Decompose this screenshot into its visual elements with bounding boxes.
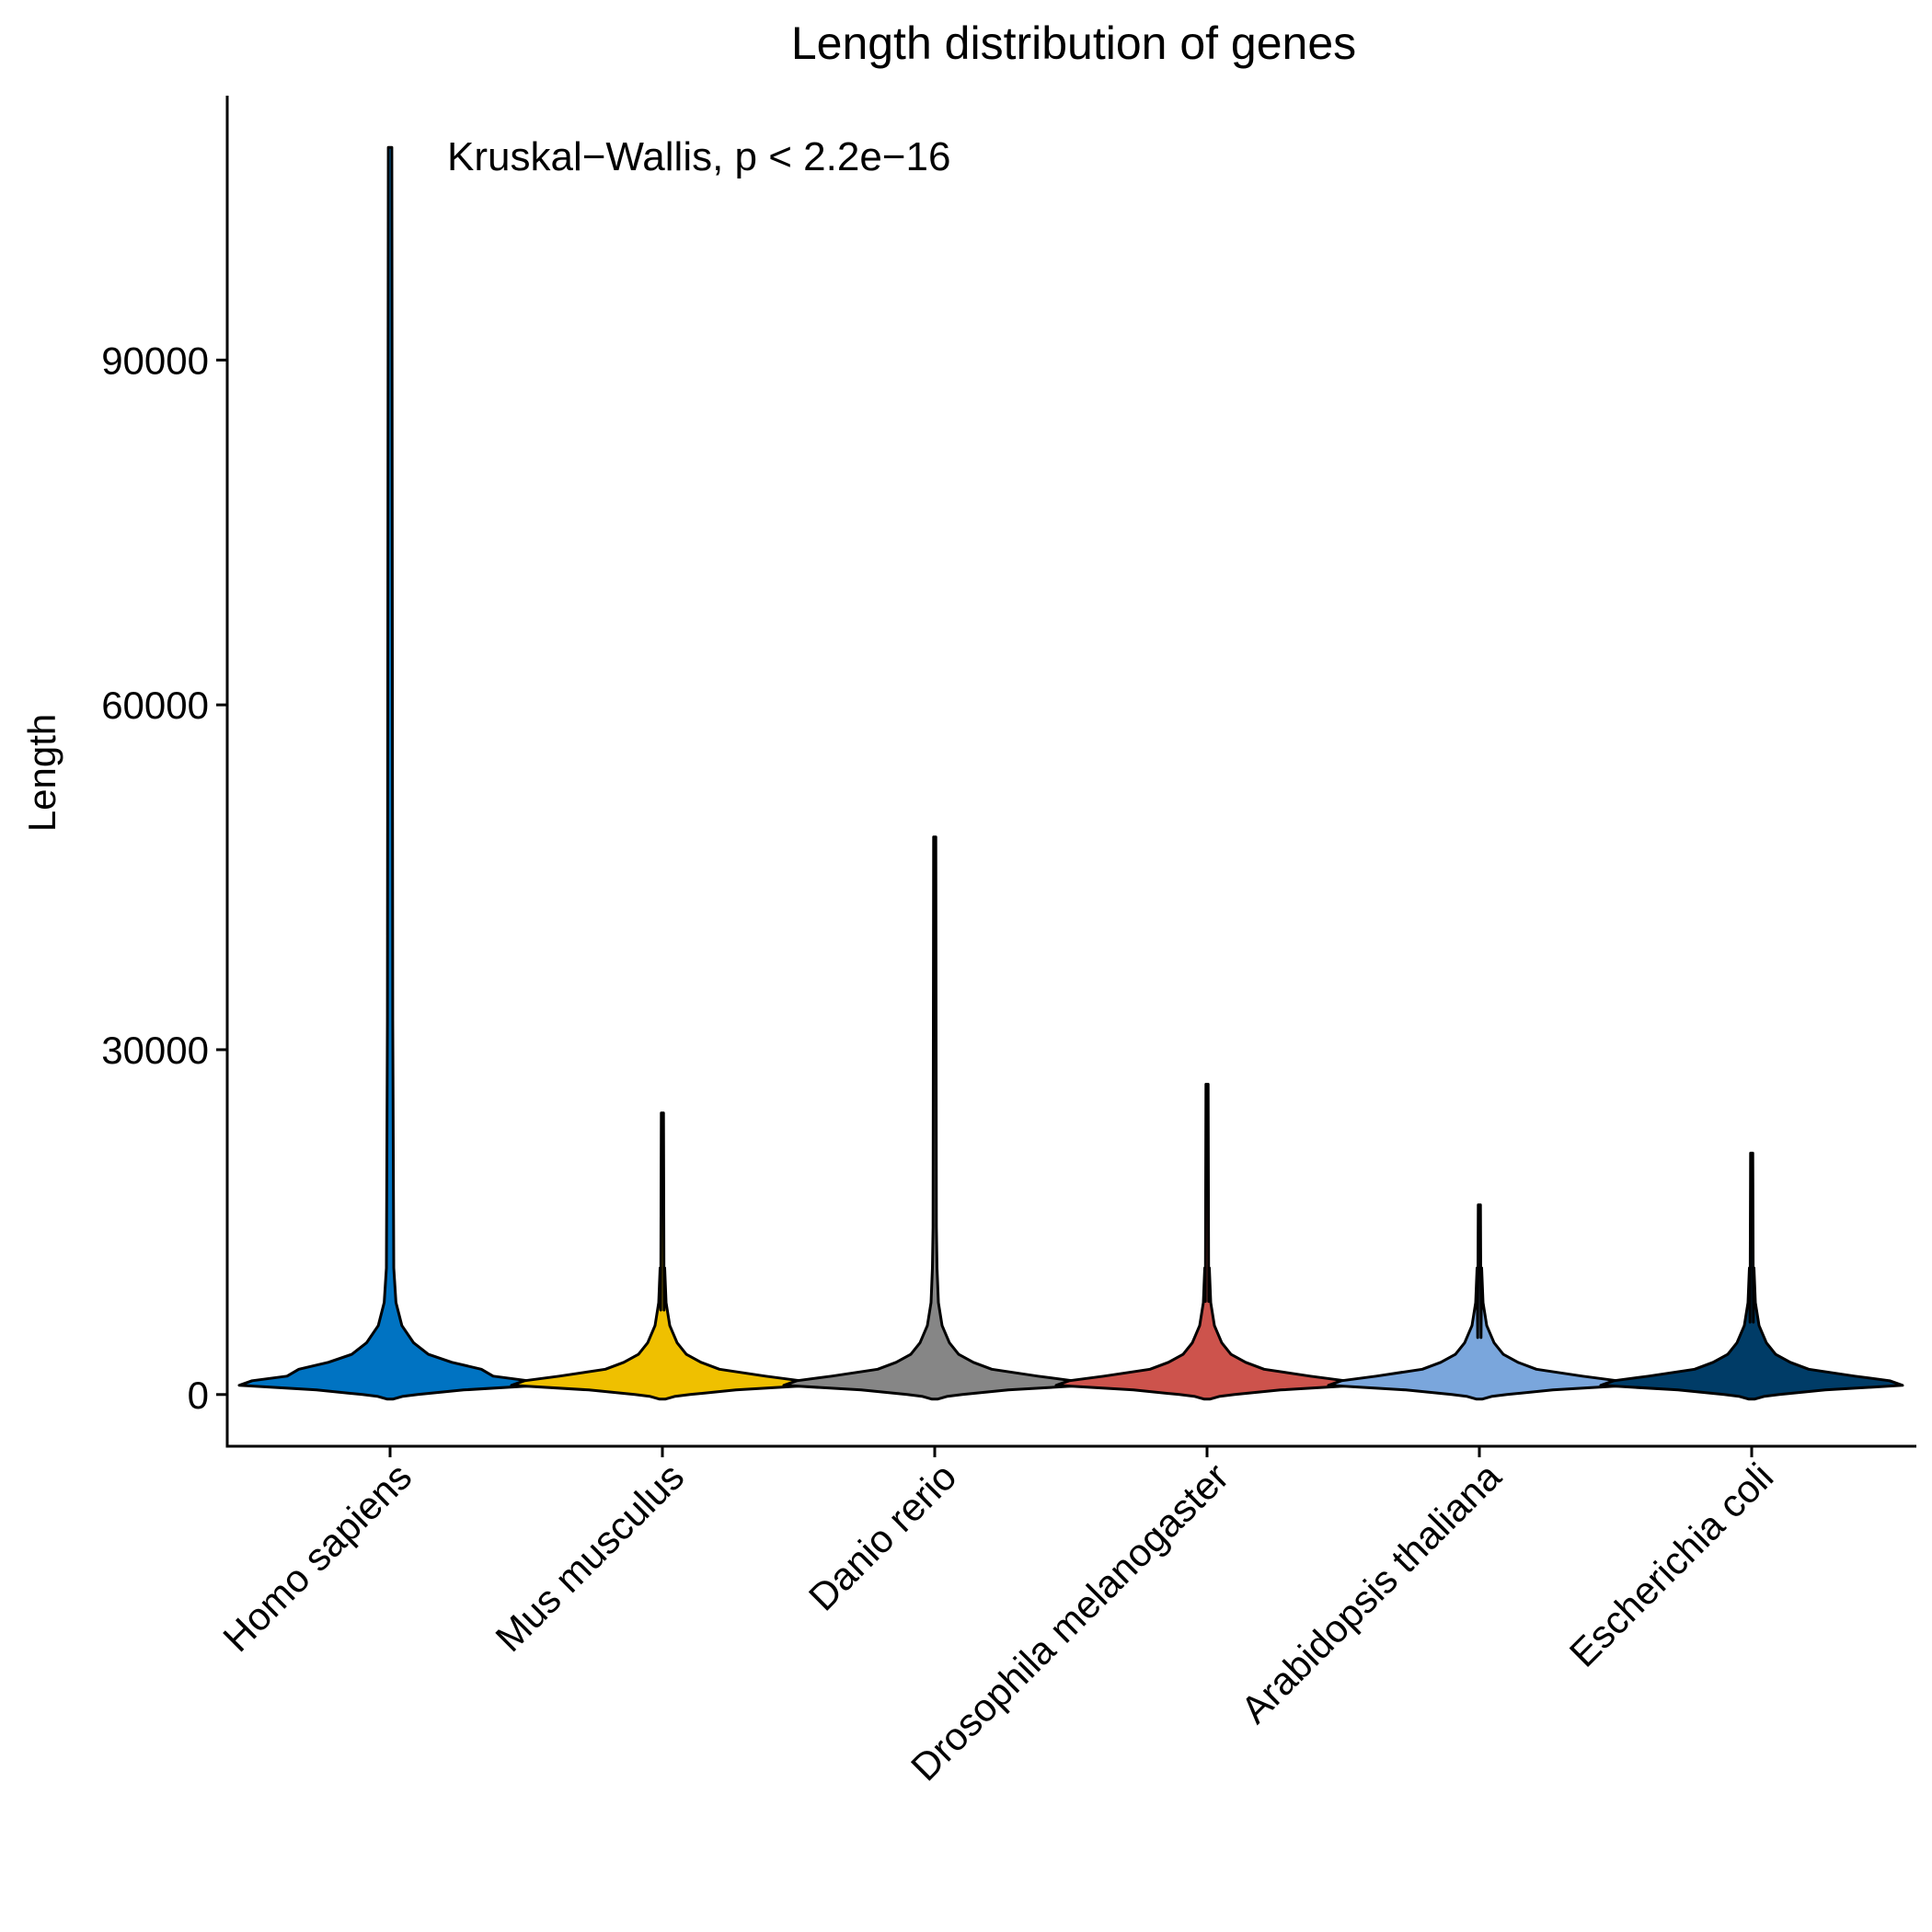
violin-homo-sapiens	[237, 145, 543, 1401]
x-tick-label-danio-rerio: Danio rerio	[800, 1455, 965, 1619]
y-tick-label: 60000	[101, 684, 209, 727]
x-tick-label-drosophila-melanogaster: Drosophila melanogaster	[903, 1455, 1236, 1788]
violin-danio-rerio	[782, 835, 1087, 1401]
x-tick-label-arabidopsis-thaliana: Arabidopsis thaliana	[1233, 1455, 1510, 1731]
kruskal-wallis-annotation: Kruskal−Wallis, p < 2.2e−16	[447, 134, 950, 179]
y-axis-ticks: 0 30000 60000 90000	[101, 339, 227, 1417]
violin-escherichia-coli	[1599, 1151, 1904, 1401]
violin-drosophila-melanogaster	[1054, 1083, 1360, 1401]
chart-title: Length distribution of genes	[791, 17, 1356, 69]
y-tick-label: 30000	[101, 1029, 209, 1072]
y-tick-label: 90000	[101, 339, 209, 382]
y-axis-title: Length	[20, 714, 63, 832]
x-axis-ticks: Homo sapiens Mus musculus Danio rerioDroso…	[214, 1446, 1781, 1789]
y-tick-label: 0	[188, 1374, 209, 1417]
violin-mus-musculus	[510, 1111, 815, 1401]
x-tick-label-escherichia-coli: Escherichia coli	[1561, 1455, 1782, 1675]
x-tick-label-homo-sapiens: Homo sapiens	[214, 1455, 420, 1660]
x-tick-label-mus-musculus: Mus musculus	[487, 1455, 692, 1660]
violins-layer	[237, 145, 1904, 1401]
violin-arabidopsis-thaliana	[1327, 1203, 1632, 1401]
